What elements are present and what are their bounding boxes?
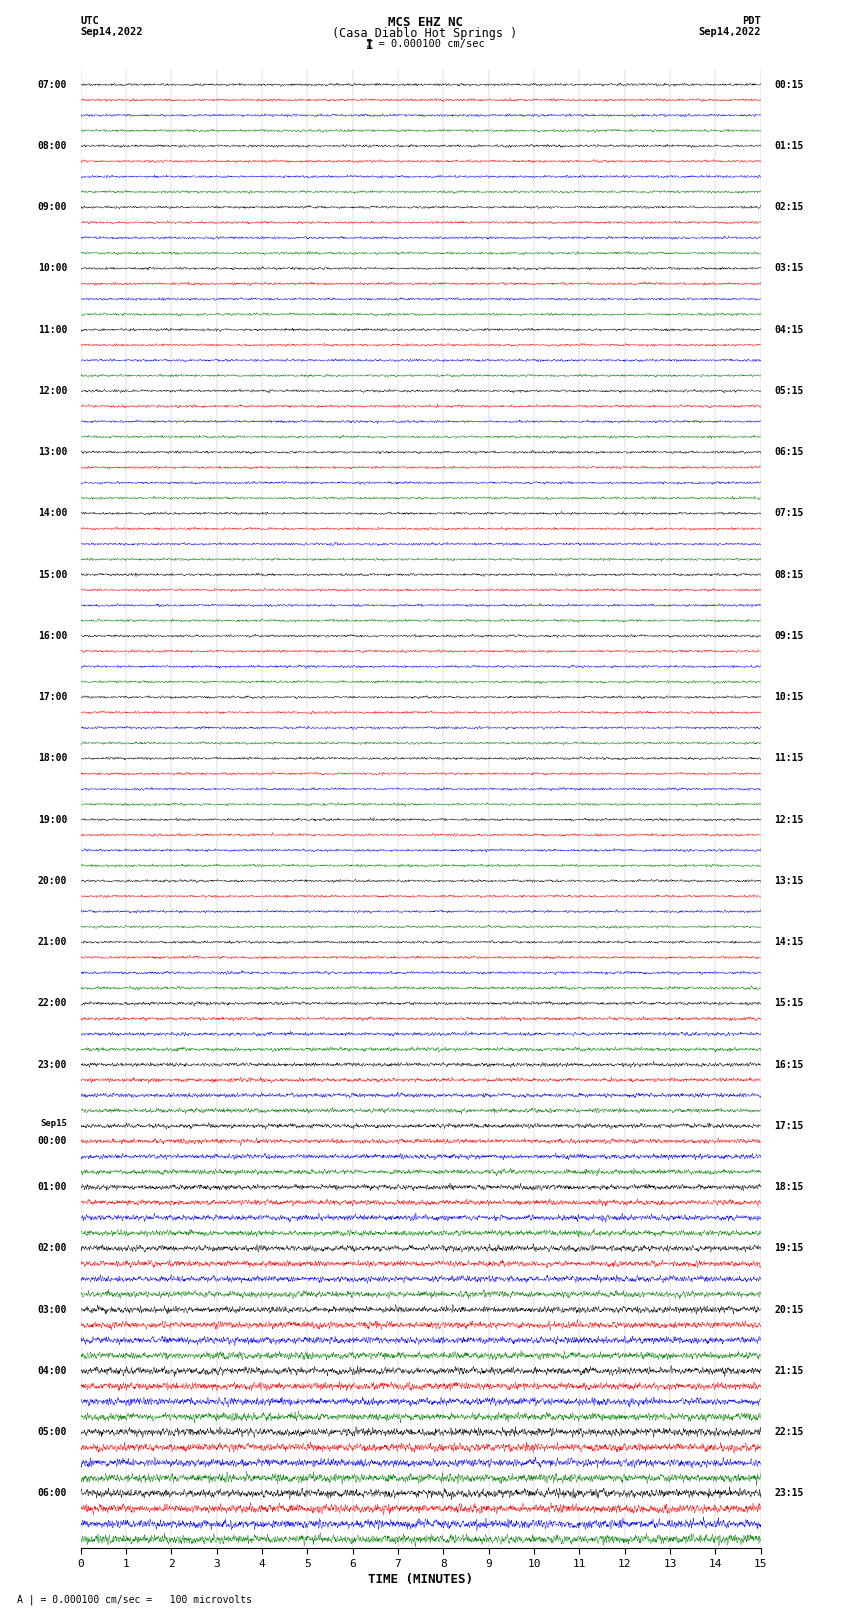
Text: UTC: UTC [81,16,99,26]
Text: 13:15: 13:15 [774,876,804,886]
Text: 06:15: 06:15 [774,447,804,456]
Text: 12:00: 12:00 [37,386,67,395]
Text: 07:00: 07:00 [37,79,67,90]
Text: A | = 0.000100 cm/sec =   100 microvolts: A | = 0.000100 cm/sec = 100 microvolts [17,1594,252,1605]
Text: 02:00: 02:00 [37,1244,67,1253]
Text: 19:00: 19:00 [37,815,67,824]
Text: 18:15: 18:15 [774,1182,804,1192]
Text: 05:15: 05:15 [774,386,804,395]
Text: 06:00: 06:00 [37,1489,67,1498]
Text: 14:00: 14:00 [37,508,67,518]
Text: 00:00: 00:00 [37,1136,67,1147]
Text: 17:00: 17:00 [37,692,67,702]
Text: 02:15: 02:15 [774,202,804,213]
Text: 23:00: 23:00 [37,1060,67,1069]
Text: 01:15: 01:15 [774,140,804,152]
X-axis label: TIME (MINUTES): TIME (MINUTES) [368,1573,473,1586]
Text: 18:00: 18:00 [37,753,67,763]
Text: 08:15: 08:15 [774,569,804,579]
Text: MCS EHZ NC: MCS EHZ NC [388,16,462,29]
Text: 15:15: 15:15 [774,998,804,1008]
Text: 14:15: 14:15 [774,937,804,947]
Text: 19:15: 19:15 [774,1244,804,1253]
Text: I = 0.000100 cm/sec: I = 0.000100 cm/sec [366,39,484,48]
Text: 16:15: 16:15 [774,1060,804,1069]
Text: 10:00: 10:00 [37,263,67,274]
Text: Sep14,2022: Sep14,2022 [698,27,761,37]
Text: 03:00: 03:00 [37,1305,67,1315]
Text: 08:00: 08:00 [37,140,67,152]
Text: 13:00: 13:00 [37,447,67,456]
Text: 04:00: 04:00 [37,1366,67,1376]
Text: PDT: PDT [742,16,761,26]
Text: (Casa Diablo Hot Springs ): (Casa Diablo Hot Springs ) [332,27,518,40]
Text: I: I [366,39,373,52]
Text: 23:15: 23:15 [774,1489,804,1498]
Text: 22:15: 22:15 [774,1428,804,1437]
Text: 22:00: 22:00 [37,998,67,1008]
Text: Sep14,2022: Sep14,2022 [81,27,144,37]
Text: 12:15: 12:15 [774,815,804,824]
Text: 17:15: 17:15 [774,1121,804,1131]
Text: 21:00: 21:00 [37,937,67,947]
Text: 04:15: 04:15 [774,324,804,334]
Text: 10:15: 10:15 [774,692,804,702]
Text: 09:15: 09:15 [774,631,804,640]
Text: 01:00: 01:00 [37,1182,67,1192]
Text: 20:15: 20:15 [774,1305,804,1315]
Text: 11:00: 11:00 [37,324,67,334]
Text: 11:15: 11:15 [774,753,804,763]
Text: 03:15: 03:15 [774,263,804,274]
Text: 21:15: 21:15 [774,1366,804,1376]
Text: 20:00: 20:00 [37,876,67,886]
Text: 15:00: 15:00 [37,569,67,579]
Text: 00:15: 00:15 [774,79,804,90]
Text: Sep15: Sep15 [40,1119,67,1127]
Text: 16:00: 16:00 [37,631,67,640]
Text: 07:15: 07:15 [774,508,804,518]
Text: 09:00: 09:00 [37,202,67,213]
Text: 05:00: 05:00 [37,1428,67,1437]
